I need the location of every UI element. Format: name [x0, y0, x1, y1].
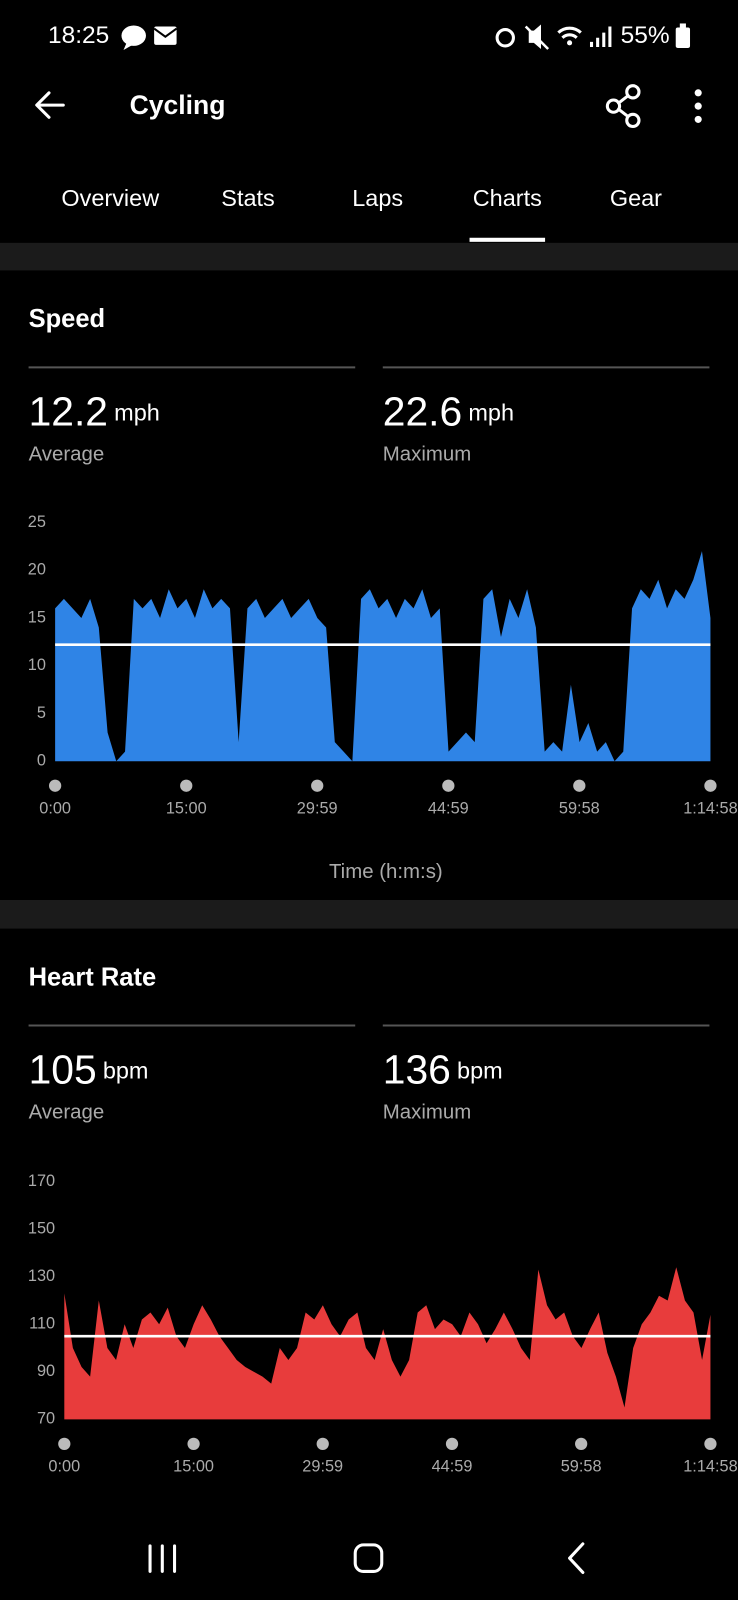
area — [64, 1267, 711, 1420]
x-tick-label: 44:59 — [428, 799, 469, 817]
x-tick-dot — [187, 1437, 200, 1450]
x-tick-dot — [311, 779, 324, 792]
stat-unit: mph — [468, 399, 514, 425]
share-button[interactable] — [605, 84, 641, 129]
stat-label: Average — [29, 443, 105, 465]
stat-label: Average — [29, 1102, 105, 1124]
stat-value: 12.2 — [29, 388, 108, 434]
x-tick-dot — [442, 779, 455, 792]
stat-unit: bpm — [457, 1058, 503, 1084]
tab[interactable]: Gear — [610, 185, 662, 211]
x-tick-label: 59:58 — [559, 799, 600, 817]
y-tick-label: 150 — [28, 1219, 55, 1237]
back-button[interactable] — [35, 91, 65, 119]
divider — [0, 900, 738, 929]
x-tick-dot — [704, 1437, 717, 1450]
x-tick-label: 15:00 — [173, 1458, 214, 1476]
header-title: Cycling — [130, 90, 226, 120]
stat-label: Maximum — [383, 443, 471, 465]
x-tick-dot — [316, 1437, 329, 1450]
stat-value: 22.6 — [383, 388, 462, 434]
more-button[interactable] — [694, 89, 702, 123]
x-tick-label: 1:14:58 — [683, 1458, 737, 1476]
x-tick-dot — [575, 1437, 588, 1450]
stat-unit: bpm — [103, 1058, 149, 1084]
y-tick-label: 130 — [28, 1267, 55, 1285]
x-tick-dot — [58, 1437, 71, 1450]
x-tick-dot — [48, 779, 62, 792]
x-axis-label: Time (h:m:s) — [329, 861, 443, 883]
tab[interactable]: Stats — [221, 185, 274, 211]
tab[interactable]: Charts — [473, 185, 542, 211]
y-tick-label: 10 — [28, 656, 46, 674]
y-tick-label: 90 — [37, 1362, 55, 1380]
stat-unit: mph — [114, 399, 160, 425]
y-tick-label: 70 — [37, 1410, 55, 1428]
x-tick-label: 29:59 — [302, 1458, 343, 1476]
y-tick-label: 170 — [28, 1172, 55, 1190]
y-tick-label: 0 — [37, 752, 46, 770]
stat-value: 105 — [29, 1046, 97, 1092]
stat: 136 bpm — [383, 1046, 503, 1092]
x-tick-dot — [180, 779, 193, 792]
status-icons — [121, 23, 691, 50]
tab[interactable]: Overview — [61, 185, 159, 211]
x-tick-label: 15:00 — [166, 799, 207, 817]
y-tick-label: 110 — [29, 1315, 55, 1333]
stat-value: 136 — [383, 1046, 451, 1092]
recents-button[interactable] — [148, 1544, 177, 1573]
x-tick-label: 1:14:58 — [683, 799, 737, 817]
divider — [0, 242, 738, 271]
section-title: Speed — [29, 305, 106, 333]
x-tick-label: 29:59 — [297, 799, 338, 817]
section-title: Heart Rate — [29, 963, 157, 991]
y-tick-label: 5 — [37, 704, 46, 722]
stat: 105 bpm — [29, 1046, 149, 1092]
tab-bar: Overview Stats Laps Charts Gear — [61, 185, 662, 211]
y-tick-label: 15 — [28, 608, 46, 626]
x-tick-dot — [445, 1437, 459, 1450]
stat: 12.2 mph — [29, 388, 160, 434]
battery-percent: 55% — [621, 22, 670, 49]
stat-label: Maximum — [383, 1102, 471, 1124]
nav-back-button[interactable] — [568, 1542, 585, 1574]
x-tick-dot — [573, 779, 586, 792]
x-tick-label: 0:00 — [48, 1458, 80, 1476]
stat: 22.6 mph — [383, 388, 514, 434]
nav-bar — [148, 1542, 585, 1574]
tab-indicator — [469, 237, 546, 242]
y-tick-label: 25 — [28, 513, 46, 531]
y-tick-label: 20 — [28, 561, 46, 579]
x-tick-label: 59:58 — [561, 1458, 602, 1476]
x-tick-label: 0:00 — [39, 799, 71, 817]
tab[interactable]: Laps — [352, 185, 403, 211]
x-tick-dot — [704, 779, 717, 792]
home-button[interactable] — [353, 1543, 384, 1573]
x-tick-label: 44:59 — [432, 1458, 473, 1476]
status-time: 18:25 — [48, 22, 109, 49]
area — [55, 551, 711, 762]
